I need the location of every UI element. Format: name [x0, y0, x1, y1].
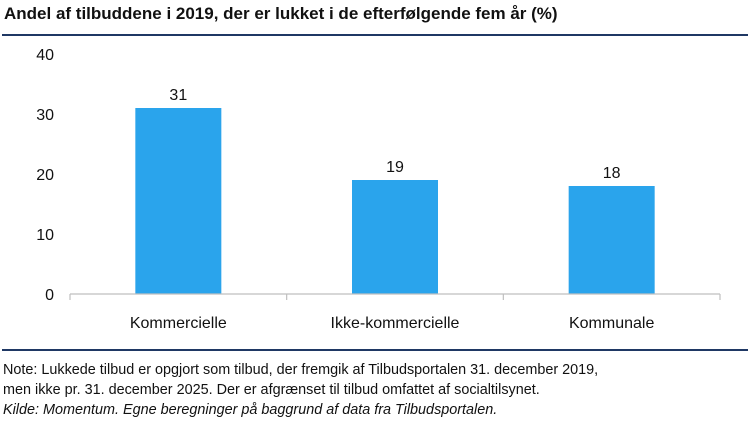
- y-tick-label-0: 0: [45, 287, 54, 304]
- y-tick-label-30: 30: [36, 107, 54, 124]
- chart-title: Andel af tilbuddene i 2019, der er lukke…: [4, 4, 558, 23]
- bottom-rule: [2, 349, 748, 351]
- chart-notes: Note: Lukkede tilbud er opgjort som tilb…: [3, 360, 747, 420]
- y-axis-labels: 0 10 20 30 40: [36, 47, 54, 304]
- data-label-3: 18: [603, 165, 621, 182]
- y-tick-label-10: 10: [36, 227, 54, 244]
- note-line-2: men ikke pr. 31. december 2025. Der er a…: [3, 382, 540, 398]
- x-axis-labels: Kommercielle Ikke-kommercielle Kommunale: [130, 315, 655, 332]
- bar-1: [135, 108, 222, 294]
- data-labels: 31 19 18: [169, 87, 620, 182]
- data-label-2: 19: [386, 159, 404, 176]
- bars: [135, 108, 655, 294]
- x-tick-label-1: Kommercielle: [130, 315, 227, 332]
- bar-chart: 0 10 20 30 40 31 19 18 Kommercielle Ikke-kommer…: [36, 47, 721, 332]
- top-rule: [2, 34, 748, 36]
- source-line: Kilde: Momentum. Egne beregninger på bag…: [3, 402, 498, 418]
- y-tick-label-20: 20: [36, 167, 54, 184]
- bar-2: [352, 180, 438, 294]
- x-tick-label-2: Ikke-kommercielle: [331, 315, 460, 332]
- y-tick-label-40: 40: [36, 47, 54, 64]
- bar-3: [568, 186, 655, 294]
- x-tick-label-3: Kommunale: [569, 315, 654, 332]
- data-label-1: 31: [169, 87, 187, 104]
- note-line-1: Note: Lukkede tilbud er opgjort som tilb…: [3, 362, 599, 378]
- x-axis-ticks: [69, 294, 721, 300]
